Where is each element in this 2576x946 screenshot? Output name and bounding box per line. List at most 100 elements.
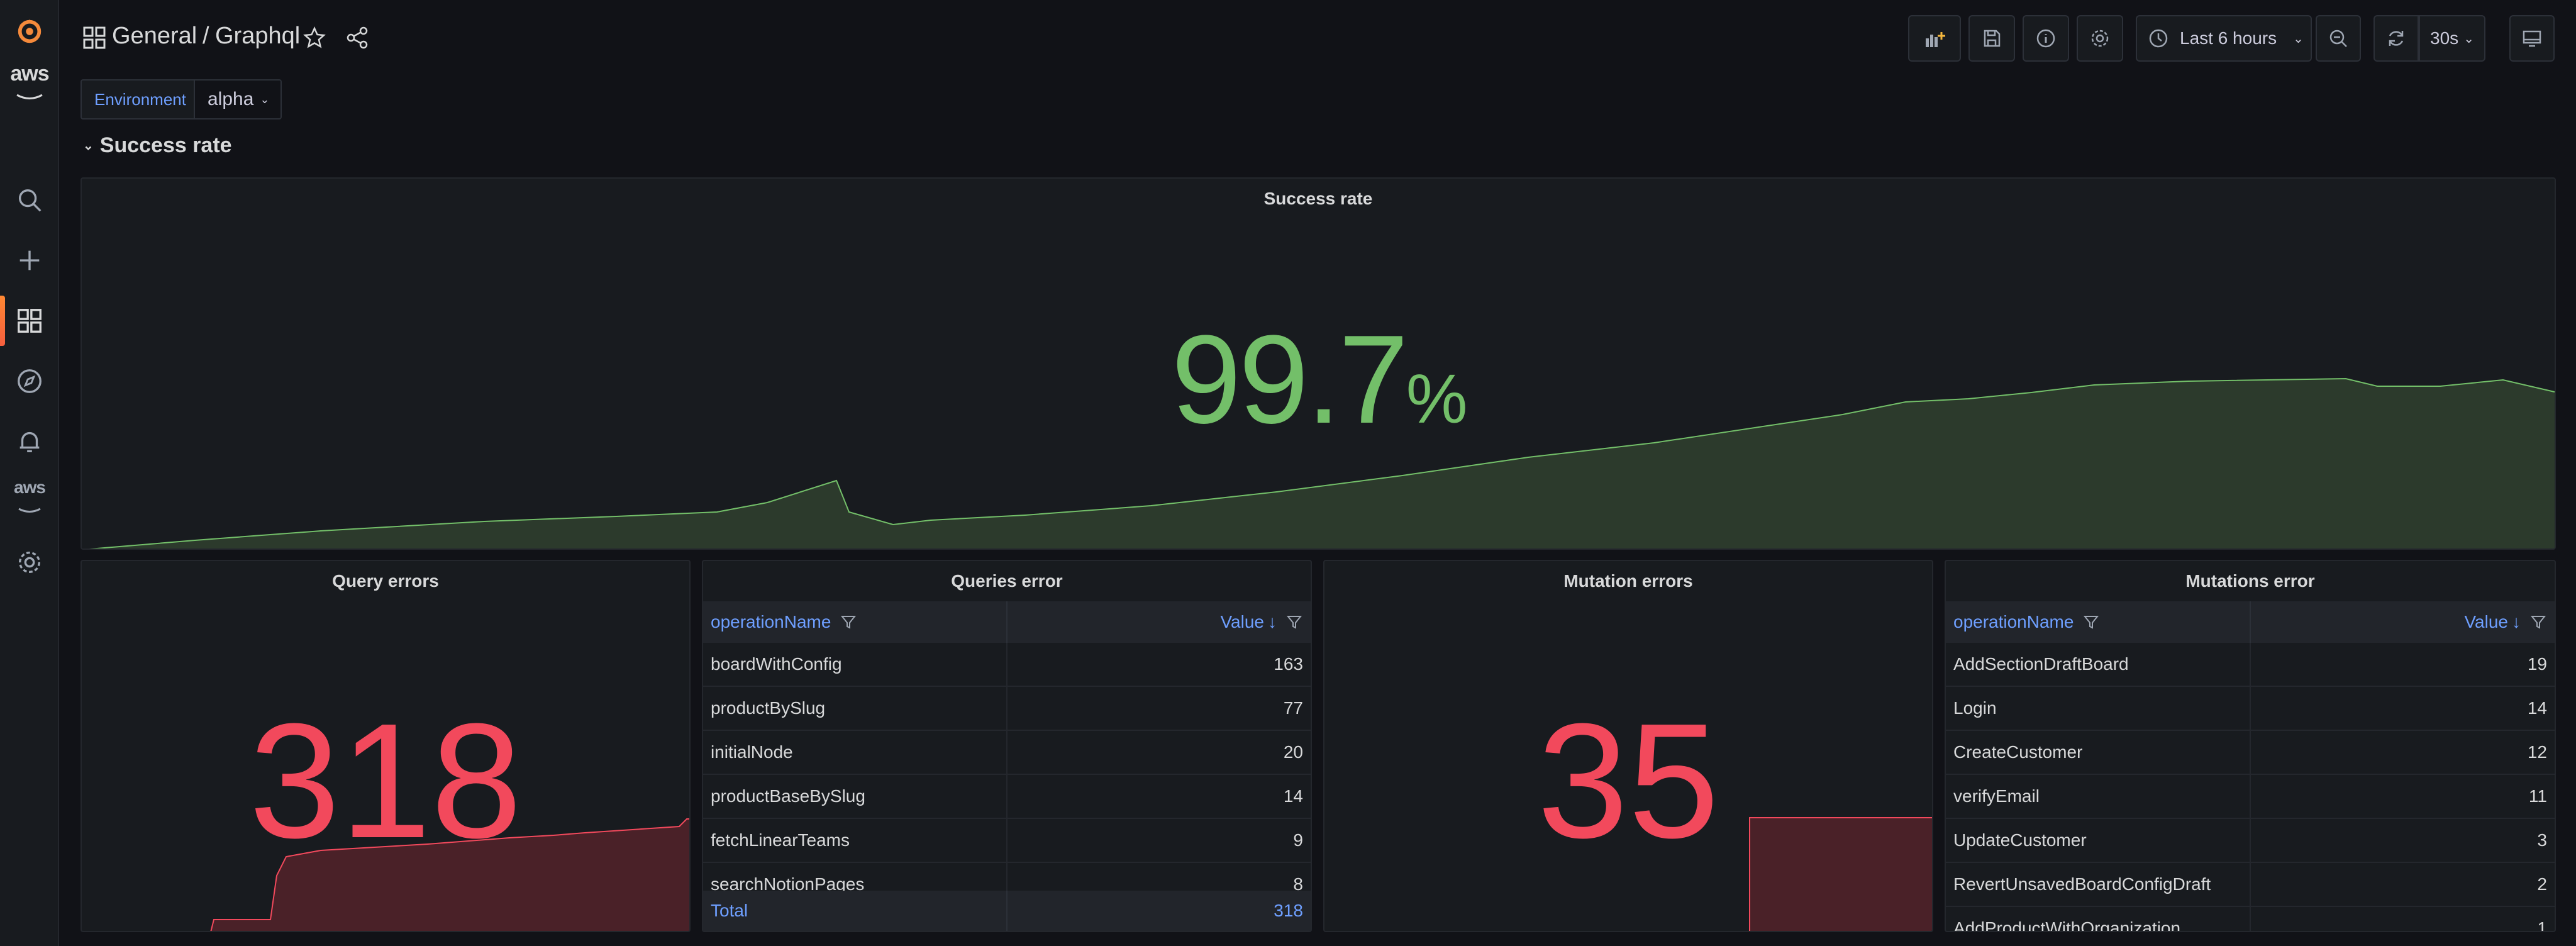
panel-title: Success rate	[1263, 189, 1373, 208]
cell-operation: verifyEmail	[1946, 775, 2251, 818]
column-header-value[interactable]: Value ↓	[1008, 601, 1311, 643]
panel-mutations-error[interactable]: Mutations error operationName Value ↓ Add…	[1945, 560, 2556, 932]
cell-operation: UpdateCustomer	[1946, 819, 2251, 862]
dashboards-icon	[83, 26, 106, 49]
sidebar: aws aws	[0, 0, 59, 946]
refresh-icon	[2389, 31, 2404, 46]
share-icon[interactable]	[345, 25, 370, 50]
dashboards-icon[interactable]	[0, 296, 59, 346]
cell-operation: boardWithConfig	[703, 643, 1008, 686]
cell-operation: fetchLinearTeams	[703, 819, 1008, 862]
panel-title: Queries error	[951, 571, 1063, 591]
zoom-out-icon	[2329, 30, 2347, 47]
row-title: Success rate	[99, 133, 232, 157]
filter-icon[interactable]	[1285, 613, 1303, 631]
mutation-errors-sparkline	[1749, 817, 1932, 931]
star-icon[interactable]	[302, 25, 327, 50]
cell-value: 14	[2527, 698, 2547, 718]
table-row: Login 14	[1946, 687, 2555, 731]
breadcrumb-dashboard[interactable]: Graphql	[215, 23, 301, 49]
cell-value: 2	[2537, 874, 2547, 894]
success-rate-sparkline	[89, 377, 2555, 548]
table-row: CreateCustomer 12	[1946, 731, 2555, 775]
column-header-operation[interactable]: operationName	[1946, 601, 2251, 643]
chevron-down-icon: ⌄	[83, 139, 94, 153]
column-label: Value	[2464, 612, 2508, 632]
success-rate-value: 99.7	[1171, 309, 1408, 450]
filter-icon[interactable]	[840, 613, 857, 631]
add-panel-button[interactable]	[1908, 15, 1961, 62]
explore-icon[interactable]	[0, 356, 59, 406]
cell-value: 11	[2528, 786, 2547, 806]
cell-value: 77	[1283, 698, 1303, 718]
cell-operation: AddProductWithOrganization	[1946, 907, 2251, 931]
cell-operation: Login	[1946, 687, 2251, 730]
panel-title: Query errors	[332, 571, 439, 591]
aws-icon[interactable]: aws	[0, 477, 59, 527]
save-button[interactable]	[1968, 15, 2015, 62]
cell-value: 8	[1293, 874, 1303, 894]
top-bar: General / Graphql Last 6 hours ⌄ 30s ⌄	[59, 0, 2576, 75]
cell-operation: RevertUnsavedBoardConfigDraft	[1946, 863, 2251, 906]
breadcrumb-folder[interactable]: General	[112, 23, 197, 49]
panel-query-errors[interactable]: Query errors 318	[80, 560, 691, 932]
filter-icon[interactable]	[2082, 613, 2100, 631]
chevron-down-icon: ⌄	[2293, 31, 2304, 46]
add-panel-icon	[1926, 32, 1945, 47]
variable-value: alpha	[208, 89, 254, 109]
time-picker[interactable]: Last 6 hours ⌄	[2136, 15, 2312, 62]
table-row: initialNode 20	[703, 731, 1311, 775]
variable-select-environment[interactable]: alpha ⌄	[194, 79, 282, 120]
table-header: operationName Value ↓	[1946, 601, 2555, 643]
plus-icon[interactable]	[0, 235, 59, 286]
search-icon[interactable]	[0, 175, 59, 225]
cell-value: 1	[2537, 918, 2547, 932]
success-rate-stat: 99.7%	[82, 317, 2555, 462]
panel-title: Mutations error	[2185, 571, 2315, 591]
panel-mutation-errors[interactable]: Mutation errors 35	[1323, 560, 1933, 932]
refresh-button[interactable]	[2373, 15, 2419, 62]
cell-operation: initialNode	[703, 731, 1008, 774]
settings-button[interactable]	[2077, 15, 2123, 62]
table-row: UpdateCustomer 3	[1946, 819, 2555, 863]
cell-value: 9	[1293, 830, 1303, 850]
info-button[interactable]	[2023, 15, 2069, 62]
gear-icon[interactable]	[0, 537, 59, 587]
mutations-error-table: operationName Value ↓ AddSectionDraftBoar…	[1946, 601, 2555, 931]
tv-mode-button[interactable]	[2509, 15, 2555, 62]
filter-icon[interactable]	[2529, 613, 2547, 631]
settings-icon	[2091, 30, 2109, 47]
footer-label: Total	[703, 891, 1008, 931]
table-row: productBaseBySlug 14	[703, 775, 1311, 819]
grafana-logo-icon[interactable]	[0, 6, 59, 57]
column-label: operationName	[1953, 612, 2074, 632]
panel-title: Mutation errors	[1563, 571, 1693, 591]
row-header[interactable]: ⌄ Success rate	[83, 133, 232, 158]
refresh-interval-label: 30s	[2430, 28, 2459, 48]
cell-value: 20	[1283, 742, 1303, 762]
column-label: operationName	[711, 612, 831, 632]
cell-value: 14	[1283, 786, 1303, 806]
tv-icon	[2523, 30, 2541, 47]
panel-queries-error[interactable]: Queries error operationName Value ↓ board…	[702, 560, 1312, 932]
time-range-label: Last 6 hours	[2180, 28, 2277, 48]
variable-label-environment: Environment	[80, 79, 200, 120]
refresh-interval-picker[interactable]: 30s ⌄	[2419, 15, 2485, 62]
cell-value: 12	[2527, 742, 2547, 762]
sort-desc-icon: ↓	[1268, 612, 1277, 632]
zoom-out-button[interactable]	[2316, 15, 2361, 62]
query-errors-sparkline	[210, 818, 689, 931]
cell-value: 163	[1274, 654, 1303, 674]
bell-icon[interactable]	[0, 416, 59, 467]
aws-logo-icon[interactable]: aws	[0, 63, 59, 113]
column-header-value[interactable]: Value ↓	[2251, 601, 2555, 643]
panel-success-rate[interactable]: Success rate 99.7%	[80, 177, 2556, 550]
table-row: RevertUnsavedBoardConfigDraft 2	[1946, 863, 2555, 907]
query-errors-value: 318	[249, 690, 522, 872]
chevron-down-icon: ⌄	[2463, 31, 2474, 46]
column-header-operation[interactable]: operationName	[703, 601, 1008, 643]
clock-icon	[2149, 29, 2168, 48]
table-row: AddSectionDraftBoard 19	[1946, 643, 2555, 687]
queries-error-table: operationName Value ↓ boardWithConfig 163 …	[703, 601, 1311, 931]
chevron-down-icon: ⌄	[260, 92, 270, 106]
